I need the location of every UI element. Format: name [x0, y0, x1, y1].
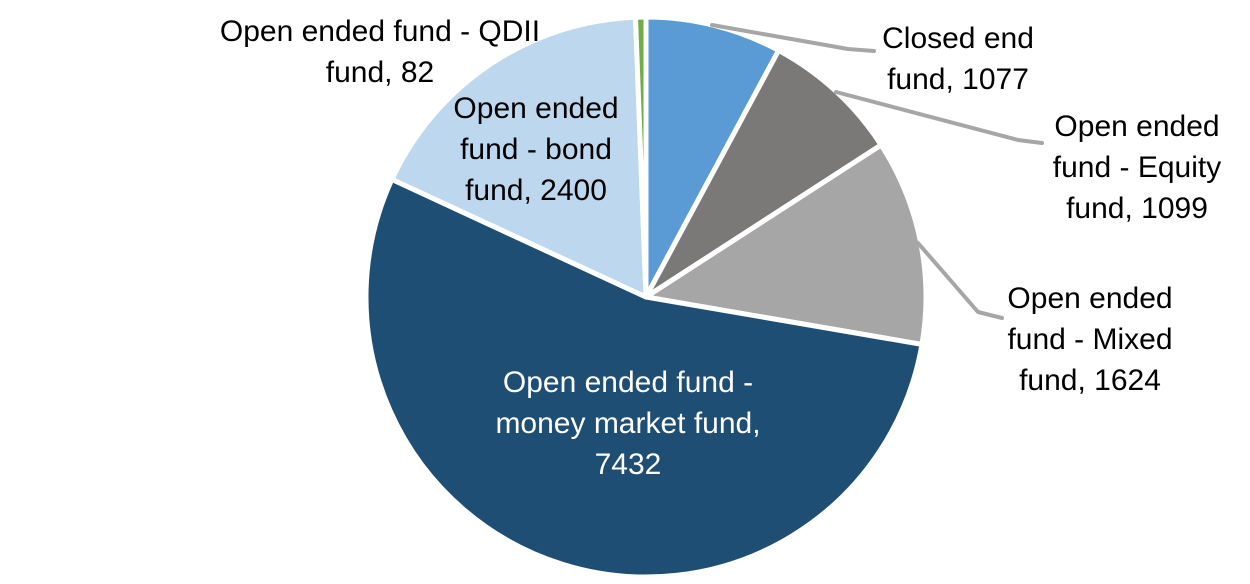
data-label-mixed-fund: Open ended fund - Mixed fund, 1624 [1007, 282, 1173, 397]
data-label-equity-fund: Open ended fund - Equity fund, 1099 [1052, 110, 1222, 225]
data-label-money-market-fund: Open ended fund - money market fund, 743… [495, 366, 761, 481]
leader-line-equity-fund [834, 90, 1044, 145]
pie-slice-money-market-fund [363, 176, 925, 580]
data-label-closed-end-fund: Closed end fund, 1077 [882, 22, 1034, 96]
data-label-bond-fund: Open ended fund - bond fund, 2400 [453, 92, 619, 207]
leader-line-closed-end-fund [710, 23, 876, 53]
pie-slice-mixed-fund [643, 142, 929, 347]
leader-line-mixed-fund [916, 241, 1004, 320]
data-label-qdii-fund: Open ended fund - QDII fund, 82 [219, 15, 541, 89]
pie-slice-qdii-fund [632, 14, 649, 300]
pie-slice-bond-fund [389, 14, 649, 300]
